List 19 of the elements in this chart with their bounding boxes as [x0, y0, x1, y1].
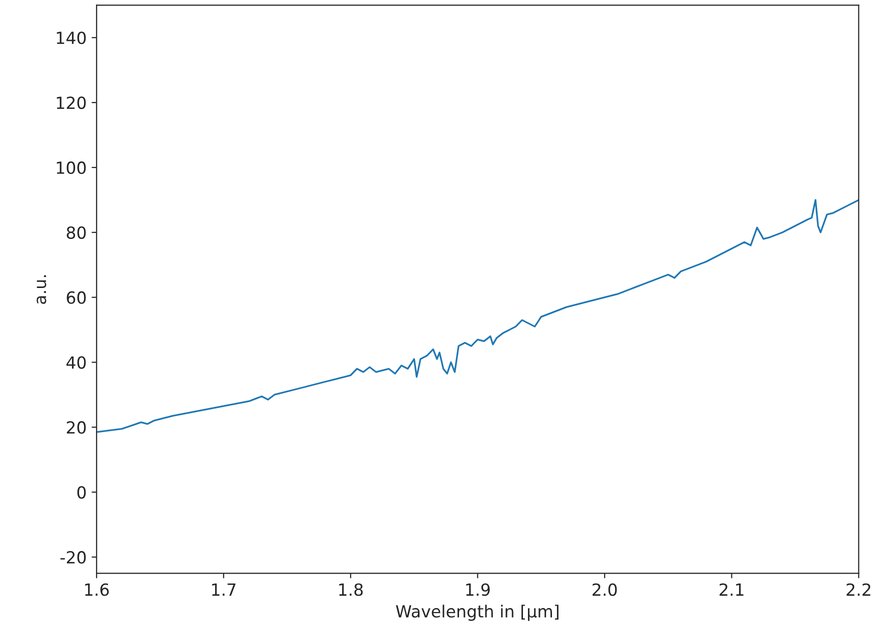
line-series: [96, 199, 859, 433]
y-tick-label: 0: [77, 486, 86, 499]
y-tick-label: 60: [66, 291, 86, 304]
y-tick-label: 140: [56, 32, 86, 44]
y-axis-title: a.u.: [36, 275, 46, 304]
y-tick-label: 80: [66, 226, 86, 239]
y-tick-label: 100: [56, 161, 86, 174]
x-tick-label: 2.0: [592, 583, 617, 596]
y-tick-label: 120: [56, 96, 86, 110]
x-tick-label: 2.2: [846, 583, 870, 596]
y-tick-label: 40: [66, 356, 86, 369]
x-tick-label: 1.7: [212, 584, 236, 596]
y-tick-label: 20: [66, 421, 86, 434]
x-tick-label: 1.9: [466, 583, 490, 596]
y-tick-label: -20: [60, 551, 86, 564]
x-tick-label: 1.6: [85, 583, 109, 596]
x-tick-label: 1.8: [339, 583, 363, 596]
x-tick-label: 2.1: [720, 583, 744, 596]
x-axis-title: Wavelength in [µm]: [396, 604, 558, 621]
